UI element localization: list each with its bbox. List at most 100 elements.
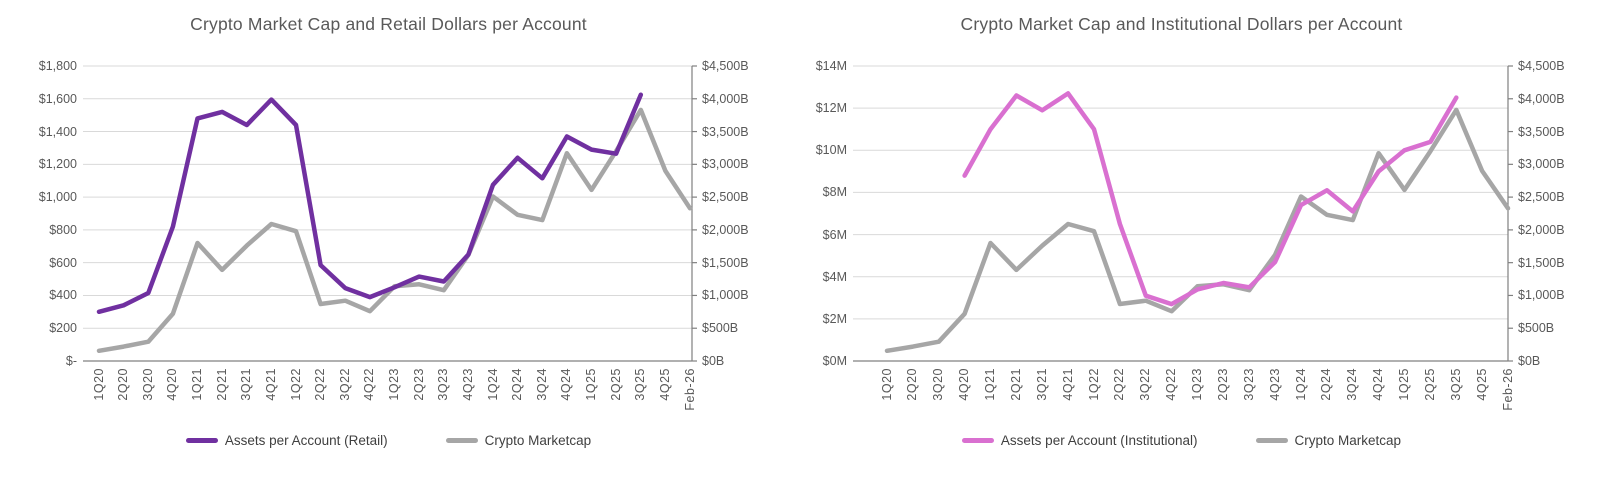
x-axis-label: 3Q25: [1448, 368, 1463, 401]
x-axis-label: 2Q21: [1008, 368, 1023, 401]
x-axis-label: 2Q25: [1422, 368, 1437, 401]
legend-item-marketcap: Crypto Marketcap: [445, 433, 592, 448]
right-y-axis-label: $500B: [702, 321, 739, 336]
left-y-axis-label: $1,600: [38, 91, 77, 106]
right-y-axis-label: $0B: [1518, 354, 1541, 368]
x-axis-label: 1Q22: [288, 368, 303, 401]
institutional-chart-legend: Assets per Account (Institutional) Crypt…: [855, 433, 1508, 448]
x-axis-label: 1Q23: [387, 368, 401, 401]
left-y-axis-label: $8M: [822, 185, 847, 200]
x-axis-label: 3Q24: [1345, 368, 1360, 401]
x-axis-label: 4Q21: [263, 368, 278, 401]
x-axis-label: 3Q22: [1138, 368, 1153, 401]
x-axis-label: 3Q21: [239, 368, 254, 401]
x-axis-label: 1Q25: [584, 368, 598, 401]
retail-chart-panel: Crypto Market Cap and Retail Dollars per…: [38, 14, 749, 448]
retail-line: [96, 92, 644, 315]
left-y-axis-label: $4M: [822, 269, 847, 284]
x-axis-label: 4Q20: [165, 368, 180, 401]
left-y-axis-label: $1,000: [38, 190, 77, 205]
right-y-axis-label: $2,000B: [1518, 222, 1565, 237]
chart-svg: [83, 65, 697, 362]
x-axis-label: 4Q25: [1474, 368, 1489, 401]
right-y-axis-label: $1,000B: [702, 288, 749, 303]
right-y-axis-label: $3,000B: [1518, 157, 1565, 172]
right-y-axis-label: $1,000B: [1518, 288, 1565, 303]
legend-item-institutional: Assets per Account (Institutional): [961, 433, 1198, 448]
left-y-axis-label: $1,200: [38, 157, 77, 172]
right-y-axis-label: $4,000B: [702, 91, 749, 106]
left-y-axis-label: $-: [65, 354, 77, 368]
x-axis-label: Feb-26: [1500, 368, 1515, 411]
x-axis-label: 2Q23: [411, 368, 426, 401]
right-y-axis-label: $3,500B: [702, 124, 749, 139]
x-axis-label: 4Q21: [1060, 368, 1075, 401]
x-axis-label: Feb-26: [682, 368, 697, 411]
x-axis-label: 3Q20: [140, 368, 155, 401]
x-axis-label: 2Q24: [510, 368, 525, 401]
left-y-axis-label: $6M: [822, 227, 847, 242]
left-y-axis-label: $800: [49, 222, 77, 237]
x-axis-label: 3Q20: [931, 368, 946, 401]
x-axis-label: 2Q20: [905, 368, 920, 401]
legend-label-marketcap-2: Crypto Marketcap: [1294, 433, 1402, 448]
legend-item-retail: Assets per Account (Retail): [185, 433, 388, 448]
x-axis-label: 4Q25: [657, 368, 672, 401]
retail-chart-title: Crypto Market Cap and Retail Dollars per…: [190, 14, 587, 34]
right-y-axis-label: $2,500B: [1518, 190, 1565, 205]
retail-line-swatch-icon: [185, 438, 218, 443]
legend-label-retail: Assets per Account (Retail): [224, 433, 388, 448]
right-y-axis-label: $1,500B: [1518, 255, 1565, 270]
left-y-axis-label: $1,800: [38, 59, 77, 73]
x-axis-label: 2Q20: [116, 368, 131, 401]
x-axis-label: 2Q24: [1319, 368, 1334, 401]
right-y-axis-label: $4,500B: [1518, 59, 1565, 73]
legend-label-marketcap: Crypto Marketcap: [484, 433, 592, 448]
x-axis-label: 2Q22: [1112, 368, 1127, 401]
x-axis-label: 4Q20: [957, 368, 972, 401]
x-axis-label: 1Q25: [1397, 368, 1411, 401]
x-axis-label: 2Q21: [214, 368, 229, 401]
x-axis-label: 1Q20: [879, 368, 894, 401]
institutional-line: [962, 91, 1459, 307]
institutional-chart-panel: Crypto Market Cap and Institutional Doll…: [800, 0, 1600, 481]
legend-label-institutional: Assets per Account (Institutional): [1000, 433, 1198, 448]
x-axis-label: 4Q22: [1164, 368, 1179, 401]
right-y-axis-label: $2,500B: [702, 190, 749, 205]
right-y-axis-label: $500B: [1518, 321, 1555, 336]
retail-chart-legend: Assets per Account (Retail) Crypto Marke…: [85, 433, 692, 448]
left-y-axis-label: $400: [49, 288, 77, 303]
x-axis-label: 4Q24: [559, 368, 574, 401]
x-axis-label: 1Q24: [1293, 368, 1308, 401]
marketcap-line-swatch-icon: [1255, 438, 1288, 443]
left-y-axis-label: $1,400: [38, 124, 77, 139]
x-axis-label: 3Q24: [534, 368, 549, 401]
chart-svg: [853, 65, 1513, 362]
x-axis-label: 3Q21: [1034, 368, 1049, 401]
left-y-axis-label: $10M: [815, 143, 847, 158]
right-y-axis-label: $3,000B: [702, 157, 749, 172]
left-y-axis-label: $2M: [822, 311, 847, 326]
left-y-axis-label: $12M: [815, 101, 847, 116]
x-axis-label: 3Q23: [1241, 368, 1256, 401]
x-axis-label: 1Q23: [1190, 368, 1204, 401]
x-axis-label: 4Q24: [1371, 368, 1386, 401]
x-axis-label: 2Q23: [1215, 368, 1230, 401]
institutional-chart-title: Crypto Market Cap and Institutional Doll…: [960, 14, 1403, 34]
x-axis-label: 3Q25: [633, 368, 648, 401]
left-y-axis-label: $600: [49, 255, 77, 270]
left-y-axis-label: $14M: [815, 59, 847, 73]
x-axis-label: 3Q22: [337, 368, 352, 401]
right-y-axis-label: $4,500B: [702, 59, 749, 73]
x-axis-label: 1Q21: [983, 368, 997, 401]
x-axis-label: 4Q23: [460, 368, 475, 401]
x-axis-label: 1Q24: [485, 368, 500, 401]
x-axis-label: 2Q25: [608, 368, 623, 401]
legend-item-marketcap-2: Crypto Marketcap: [1255, 433, 1402, 448]
institutional-line-swatch-icon: [961, 438, 994, 443]
x-axis-label: 4Q23: [1267, 368, 1282, 401]
x-axis-label: 1Q20: [91, 368, 106, 401]
x-axis-label: 1Q22: [1086, 368, 1101, 401]
left-y-axis-label: $0M: [822, 354, 847, 368]
